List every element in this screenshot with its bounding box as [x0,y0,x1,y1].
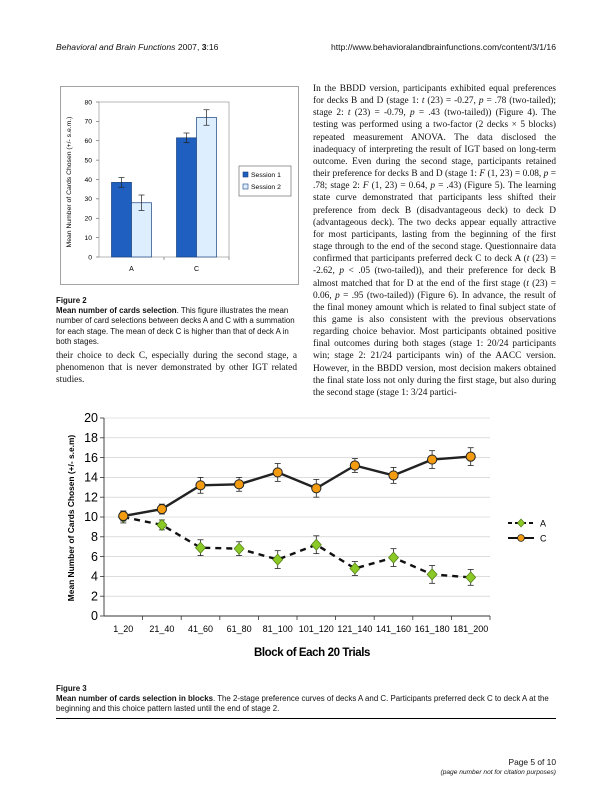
fig3-point-C [465,451,476,462]
fig3-y-tick-label: 0 [91,609,98,623]
right-column-text: In the BBDD version, participants exhibi… [313,83,556,399]
fig2-bar [196,117,217,258]
fig3-legend-label: C [540,534,547,544]
journal-pages: :16 [206,42,219,52]
fig3-x-tick-label: 1_20 [113,624,133,634]
fig3-x-tick-label: 21_40 [149,624,174,634]
figure-2-label: Figure 2 [56,296,87,305]
fig2-y-tick-label: 30 [84,196,92,203]
fig2-y-tick-label: 50 [84,157,92,164]
fig3-x-tick-label: 81_100 [263,624,293,634]
citation-note: (page number not for citation purposes) [440,769,556,776]
fig3-point-C [311,483,322,494]
figure-2-bar-chart: Mean Number of Cards Chosen (+/- s.e.m.)… [60,86,299,285]
page-number: Page 5 of 10 [508,757,557,767]
fig3-y-tick-label: 14 [84,471,98,485]
fig3-y-tick-label: 16 [84,451,98,465]
fig3-point-A [426,568,438,581]
fig3-x-axis-label: Block of Each 20 Trials [254,647,370,659]
fig2-x-tick-label: A [129,266,134,273]
fig3-y-tick-label: 8 [91,530,98,544]
figure-3-caption-text: . The 2-stage preference curves of decks… [56,694,549,714]
fig3-y-axis-label: Mean Number of Cards Chosen (+/- s.e.m) [66,435,76,602]
fig2-bar [131,202,152,258]
fig3-x-tick-label: 181_200 [453,624,488,634]
fig3-point-C [234,479,245,490]
fig3-point-A [465,571,477,584]
fig3-legend-marker [516,518,526,528]
fig3-series-line-A [123,515,471,579]
fig3-point-A [310,538,322,551]
fig3-point-A [233,542,245,555]
fig2-y-tick-label: 0 [88,254,92,261]
fig2-legend-label: Session 1 [251,172,281,179]
fig3-point-A [272,553,284,566]
fig3-point-C [349,460,360,471]
fig2-y-tick-label: 20 [84,216,92,223]
fig3-y-tick-label: 10 [84,510,98,524]
fig3-series-line-C [123,455,471,518]
right-column-paragraph: In the BBDD version, participants exhibi… [313,84,557,398]
fig3-point-C [195,480,206,491]
figure-3-title: Mean number of cards selection in blocks [56,694,213,704]
fig3-point-C [272,467,283,478]
fig3-point-C [118,510,129,522]
fig2-legend [238,165,292,197]
figure-3-line-chart: Mean Number of Cards Chosen (+/- s.e.m) … [66,412,547,659]
left-column-text: their choice to deck C, especially durin… [56,350,297,386]
fig2-y-axis-label: Mean Number of Cards Chosen (+/- s.e.m.) [66,117,73,248]
fig3-point-A [156,518,168,531]
fig3-y-tick-label: 12 [84,490,98,504]
fig3-x-tick-label: 61_80 [227,624,252,634]
fig3-point-C [427,454,438,465]
fig3-x-tick-label: 101_120 [299,624,334,634]
journal-volume: 3 [201,42,207,52]
fig2-bar [111,182,132,258]
fig3-x-tick-label: 41_60 [188,624,213,634]
fig2-y-tick-label: 40 [84,177,92,184]
fig2-legend-swatch [242,183,249,190]
fig3-y-tick-label: 4 [91,570,98,584]
fig3-x-tick-label: 161_180 [415,624,450,634]
fig3-legend-label: A [540,519,546,529]
fig2-y-tick-label: 80 [84,99,92,106]
fig3-y-tick-label: 2 [91,589,98,603]
fig3-legend-marker [517,534,525,542]
fig3-point-A [349,562,361,575]
fig3-point-C [156,503,168,515]
fig2-x-tick-label: C [194,266,199,273]
journal-year: 2007, [177,42,202,52]
journal-name: Behavioral and Brain Functions [56,42,176,52]
figure-3-label: Figure 3 [56,684,87,693]
figure-3-caption: Figure 3 Mean number of cards selection i… [56,684,556,715]
fig2-legend-swatch [242,171,249,178]
fig3-y-tick-label: 20 [84,412,98,425]
running-header-journal: Behavioral and Brain Functions 2007, 3:1… [56,42,218,52]
fig3-point-A [388,551,399,564]
figure-2-title: Mean number of cards selection [56,306,177,316]
fig3-point-A [195,541,206,554]
fig3-x-tick-label: 141_160 [376,624,411,634]
fig2-y-tick-label: 60 [84,138,92,145]
fig3-y-tick-label: 6 [91,550,98,564]
figure-2-caption-text: . This figure illustrates the mean numbe… [56,306,295,346]
fig2-y-tick-label: 70 [84,119,92,126]
fig2-y-tick-label: 10 [84,235,92,242]
fig3-point-C [388,470,399,481]
figure-3-rule [56,718,556,719]
running-header-url[interactable]: http://www.behavioralandbrainfunctions.c… [330,42,556,52]
figure-2-caption: Figure 2 Mean number of cards selection. … [56,296,296,347]
fig2-legend-label: Session 2 [251,184,281,191]
fig3-x-tick-label: 121_140 [337,624,372,634]
fig2-bar [176,137,197,258]
left-column-paragraph: their choice to deck C, especially durin… [56,351,297,386]
fig3-y-tick-label: 18 [84,431,98,445]
